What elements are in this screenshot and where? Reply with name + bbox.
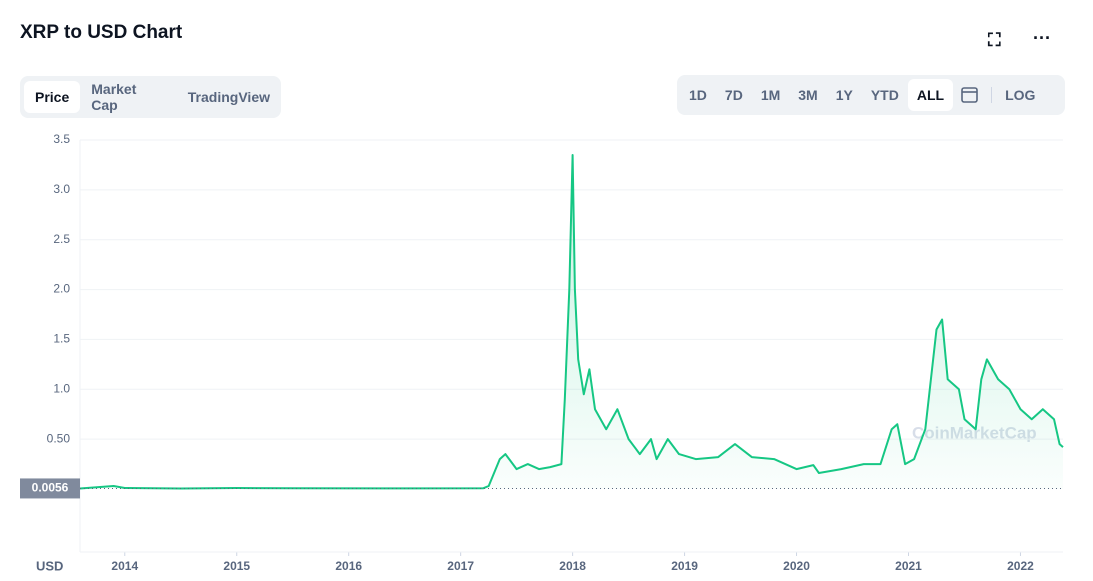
- fullscreen-icon[interactable]: ⛶: [988, 30, 1001, 50]
- y-tick-label: 3.5: [53, 132, 70, 146]
- range[interactable]: 1Y: [835, 87, 853, 103]
- tab[interactable]: Market Cap: [91, 81, 137, 113]
- y-tick-label: 0.50: [47, 431, 71, 445]
- tab[interactable]: TradingView: [187, 89, 270, 105]
- current-price-label: 0.0056: [32, 481, 69, 495]
- x-tick-label: 2015: [223, 559, 250, 573]
- tab-bar: Price Market Cap TradingView: [20, 76, 281, 118]
- range[interactable]: 1M: [760, 87, 781, 103]
- area: [80, 155, 1063, 489]
- x-tick-label: 2022: [1007, 559, 1034, 573]
- range[interactable]: 1D: [689, 87, 707, 103]
- log-toggle[interactable]: LOG: [1005, 87, 1036, 103]
- x-tick-label: 2021: [895, 559, 922, 573]
- range[interactable]: 7D: [724, 87, 743, 103]
- x-tick-label: 2018: [559, 559, 586, 573]
- price-line: [79, 154, 1064, 490]
- divider: [991, 87, 993, 103]
- x-tick-label: 2016: [335, 559, 362, 573]
- x-tick-label: 2017: [447, 559, 474, 573]
- range[interactable]: 3M: [798, 87, 818, 103]
- tab[interactable]: Price: [24, 81, 81, 113]
- y-tick-label: 1.5: [53, 332, 70, 346]
- y-tick-label: 3.0: [53, 182, 70, 196]
- calendar-icon[interactable]: [953, 85, 987, 105]
- range-bar: 1D 7D 1M 3M 1Y YTD ALL LOG: [677, 75, 1065, 115]
- more-icon[interactable]: ···: [1033, 28, 1051, 48]
- x-tick-label: 2020: [783, 559, 810, 573]
- range[interactable]: YTD: [870, 87, 899, 103]
- watermark: CoinMarketCap: [912, 423, 1037, 442]
- y-tick-label: 2.0: [53, 282, 70, 296]
- y-tick-label: 2.5: [53, 232, 70, 246]
- x-tick-label: 2014: [111, 559, 138, 573]
- current-price-box: [20, 478, 80, 499]
- range[interactable]: ALL: [907, 79, 954, 111]
- y-axis-label: USD: [36, 558, 63, 573]
- y-tick-label: 1.0: [53, 381, 70, 395]
- chart-title: XRP to USD Chart: [20, 22, 183, 43]
- x-tick-label: 2019: [671, 559, 698, 573]
